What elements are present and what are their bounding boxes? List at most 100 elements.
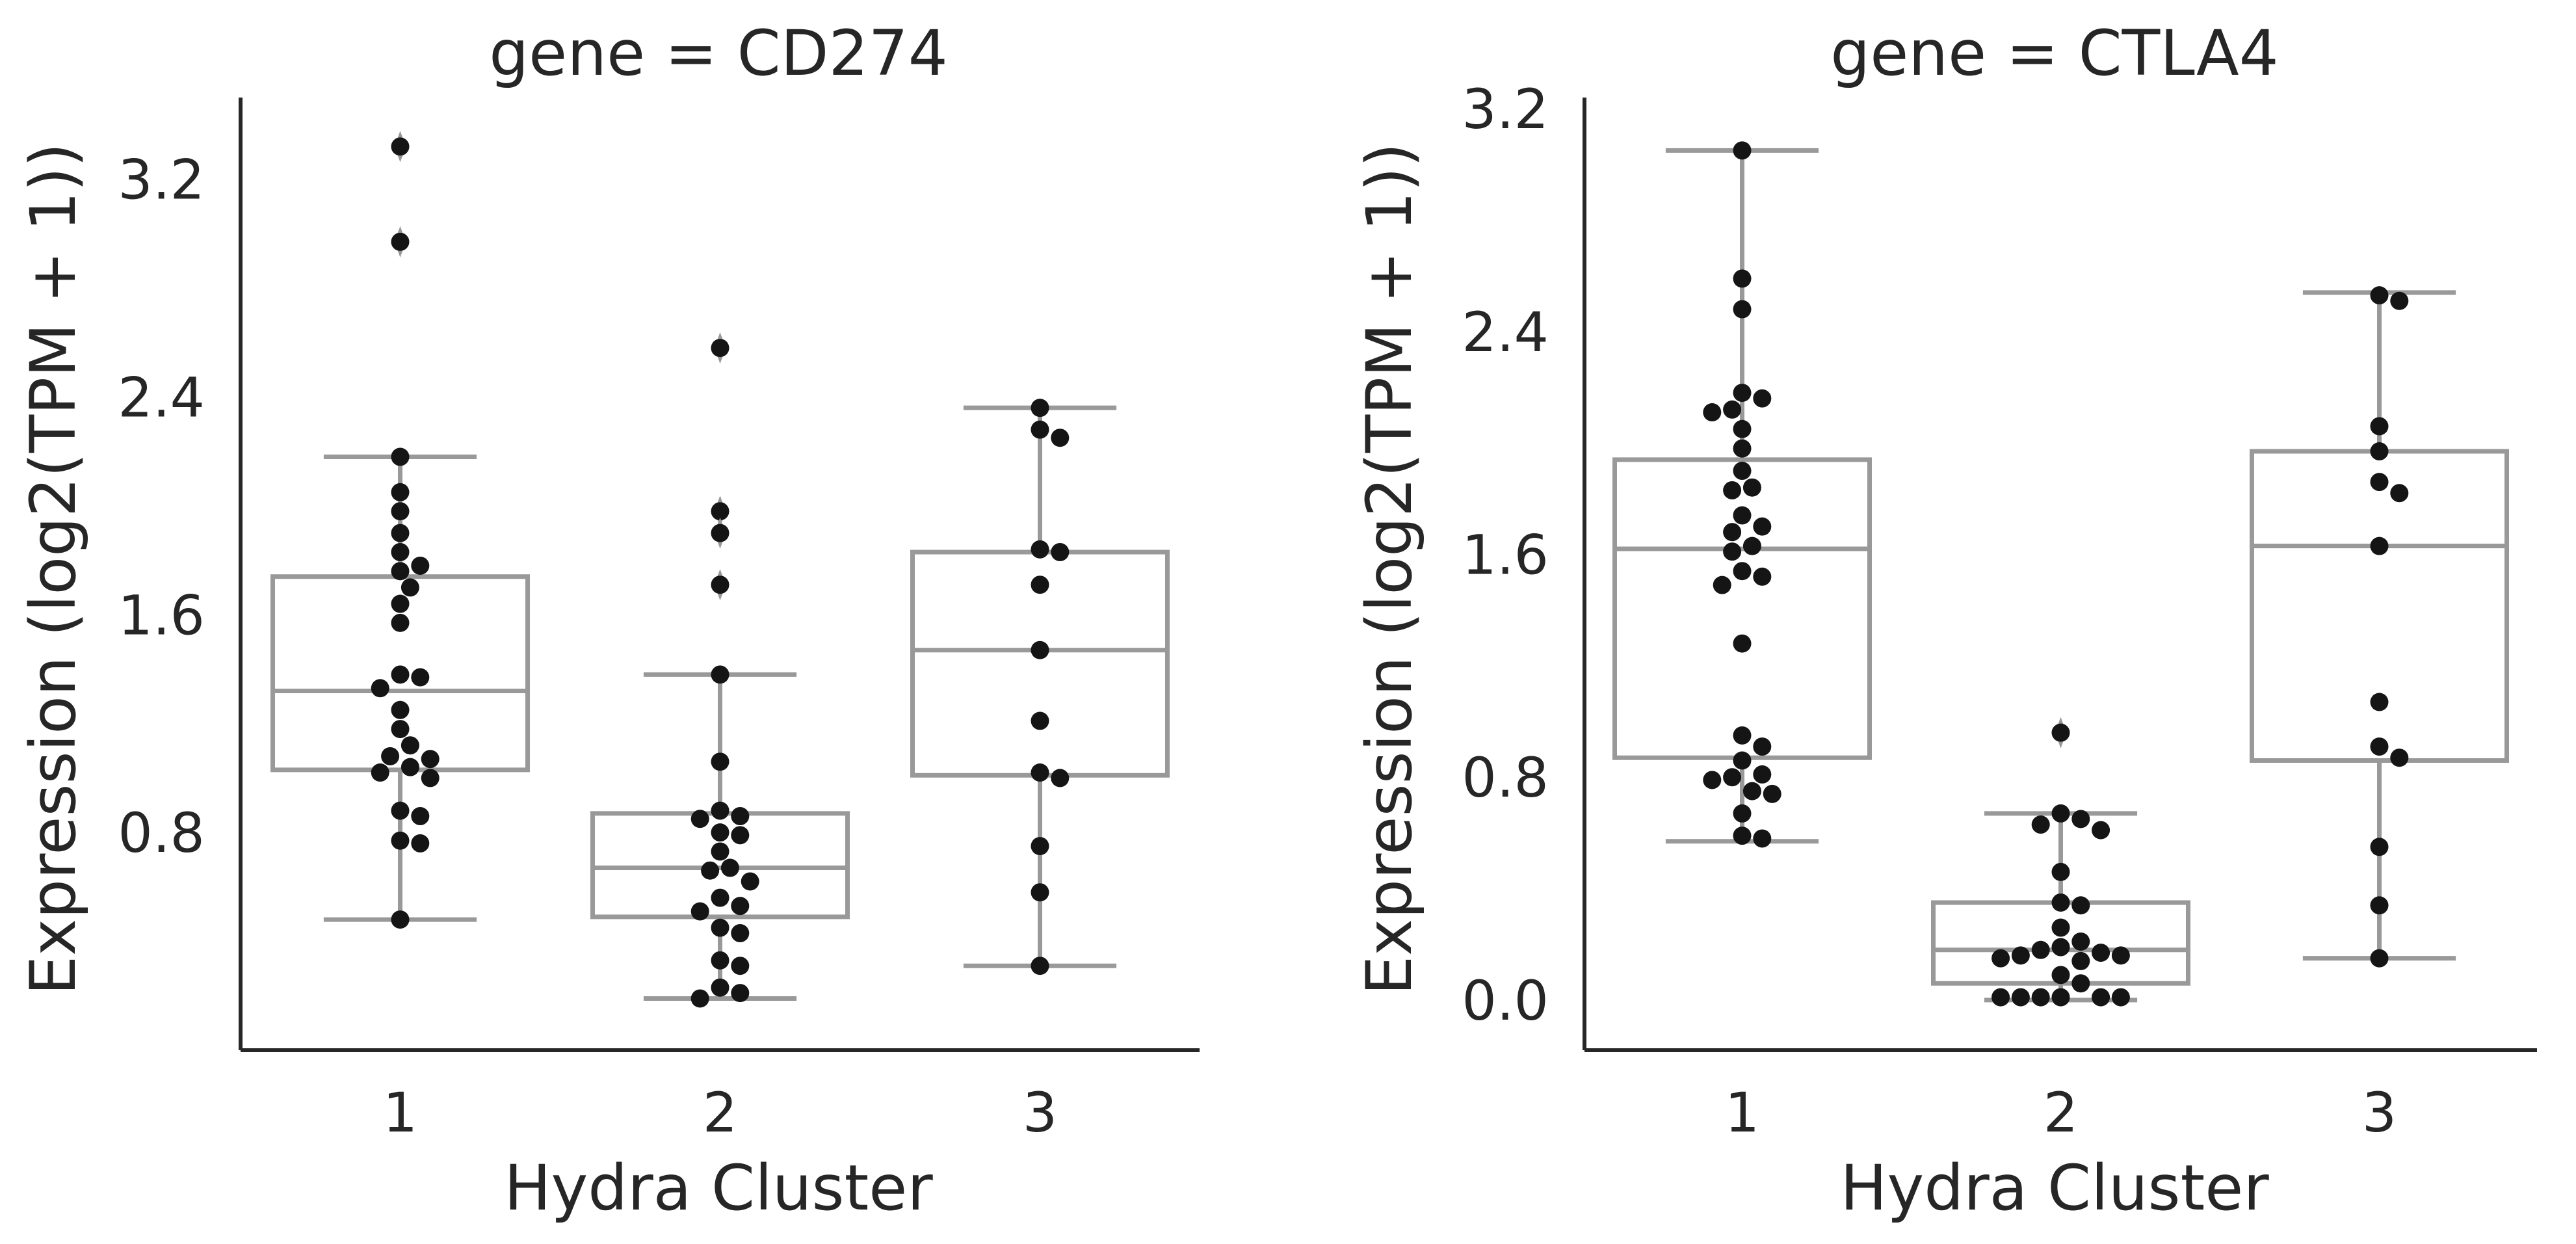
data-point — [401, 758, 419, 776]
plot-marks: 0.8 1.6 2.4 3.2 1 2 3 — [118, 98, 1200, 1145]
y-tick-label: 2.4 — [1462, 300, 1549, 364]
data-point — [711, 842, 729, 861]
data-point — [2370, 896, 2389, 915]
data-point — [1991, 949, 2010, 968]
x-tick-label: 1 — [383, 1081, 417, 1145]
panel-cd274: gene = CD274 Expression (log2(TPM + 1)) … — [17, 17, 1200, 1224]
data-point — [401, 736, 419, 755]
data-point — [741, 872, 759, 891]
data-point — [1031, 837, 1049, 856]
data-point — [2092, 988, 2110, 1007]
data-point — [391, 232, 410, 251]
data-point — [731, 807, 750, 826]
data-point — [1703, 403, 1722, 422]
panel-title: gene = CTLA4 — [1830, 17, 2278, 90]
data-point — [2390, 291, 2409, 310]
data-point — [2370, 693, 2389, 711]
data-point — [1733, 462, 1752, 481]
data-point — [2071, 896, 2090, 915]
data-point — [1753, 389, 1772, 408]
data-point — [731, 984, 750, 1003]
data-point — [2031, 940, 2050, 959]
data-point — [1031, 399, 1049, 417]
data-point — [1753, 517, 1772, 536]
data-point — [2092, 944, 2110, 962]
x-tick-label: 3 — [1023, 1081, 1057, 1145]
data-point — [411, 668, 430, 687]
data-point — [391, 700, 410, 719]
data-point — [711, 801, 729, 820]
data-point — [2051, 966, 2070, 985]
data-point — [371, 763, 389, 782]
y-axis-label: Expression (log2(TPM + 1)) — [1353, 143, 1426, 996]
y-axis-label: Expression (log2(TPM + 1)) — [17, 143, 90, 996]
y-tick-label: 0.8 — [118, 801, 205, 865]
y-tick-label: 1.6 — [1462, 523, 1549, 587]
data-point — [1733, 804, 1752, 823]
data-point — [1763, 784, 1781, 803]
data-point — [2051, 804, 2070, 823]
data-point — [371, 679, 389, 698]
y-tick-label: 0.0 — [1462, 969, 1549, 1033]
data-point — [711, 339, 729, 358]
data-point — [391, 594, 410, 613]
data-point — [731, 897, 750, 916]
data-point — [391, 523, 410, 542]
data-point — [2390, 748, 2409, 767]
data-point — [1742, 478, 1761, 497]
data-point — [2051, 723, 2070, 742]
x-axis-label: Hydra Cluster — [1840, 1152, 2269, 1224]
data-point — [1733, 726, 1752, 745]
y-tick-label: 3.2 — [1462, 77, 1549, 141]
data-point — [2370, 473, 2389, 492]
data-point — [1031, 711, 1049, 730]
data-point — [2111, 946, 2130, 965]
data-point — [731, 924, 750, 943]
data-point — [2051, 918, 2070, 937]
data-point — [2071, 974, 2090, 993]
data-point — [421, 769, 440, 787]
data-point — [690, 989, 709, 1008]
data-point — [411, 834, 430, 853]
data-point — [391, 665, 410, 684]
data-point — [711, 918, 729, 937]
data-point — [381, 747, 400, 765]
data-point — [391, 910, 410, 929]
data-point — [2071, 951, 2090, 970]
data-point — [391, 720, 410, 739]
data-point — [1733, 269, 1752, 288]
data-point — [2051, 988, 2070, 1007]
panel-ctla4: gene = CTLA4 Expression (log2(TPM + 1)) … — [1353, 17, 2537, 1224]
box-iqr — [2250, 449, 2509, 763]
x-tick-label: 1 — [1725, 1081, 1759, 1145]
data-point — [711, 502, 729, 521]
data-point — [1753, 737, 1772, 756]
data-point — [411, 556, 430, 575]
data-point — [690, 902, 709, 921]
data-point — [711, 978, 729, 997]
data-point — [2031, 815, 2050, 834]
data-point — [1991, 988, 2010, 1007]
data-point — [2111, 988, 2130, 1007]
data-point — [1051, 543, 1070, 562]
data-point — [1733, 827, 1752, 845]
data-point — [1031, 957, 1049, 975]
data-point — [2390, 484, 2409, 503]
data-point — [2051, 893, 2070, 912]
data-point — [391, 502, 410, 521]
data-point — [1723, 523, 1742, 542]
data-point — [1031, 420, 1049, 439]
data-point — [2370, 949, 2389, 968]
data-point — [711, 752, 729, 771]
data-point — [1733, 506, 1752, 525]
data-point — [701, 861, 720, 880]
data-point — [1742, 536, 1761, 555]
data-point — [401, 578, 419, 597]
data-point — [1753, 829, 1772, 848]
data-point — [2011, 988, 2030, 1007]
data-point — [1031, 763, 1049, 782]
data-point — [391, 613, 410, 632]
y-tick-label: 2.4 — [118, 365, 205, 429]
data-point — [1733, 141, 1752, 160]
